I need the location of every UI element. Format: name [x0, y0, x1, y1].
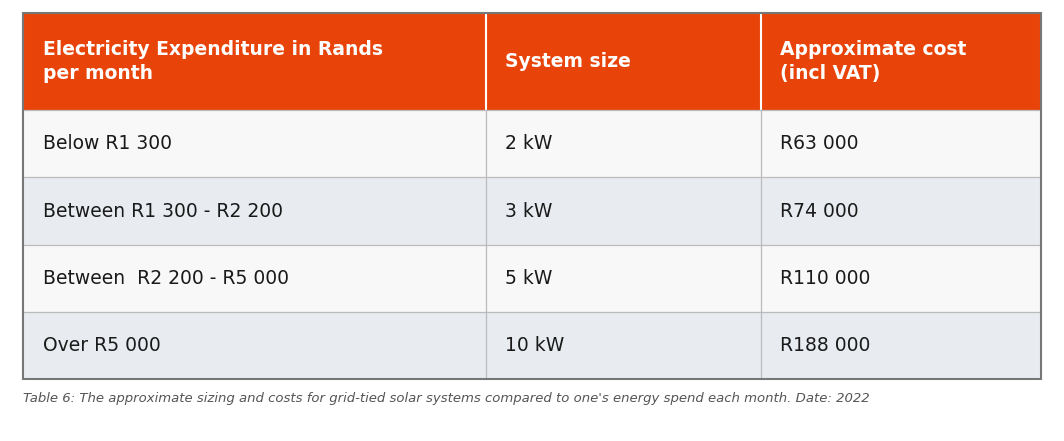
Bar: [23, 177, 1041, 245]
Text: 3 kW: 3 kW: [505, 202, 553, 220]
Text: R74 000: R74 000: [780, 202, 859, 220]
Text: Over R5 000: Over R5 000: [43, 336, 161, 355]
Text: R63 000: R63 000: [780, 135, 859, 153]
Text: Below R1 300: Below R1 300: [43, 135, 171, 153]
Text: Table 6: The approximate sizing and costs for grid-tied solar systems compared t: Table 6: The approximate sizing and cost…: [23, 392, 870, 405]
Text: Between  R2 200 - R5 000: Between R2 200 - R5 000: [43, 269, 288, 288]
Bar: [23, 312, 1041, 379]
Bar: [23, 13, 1041, 110]
Text: System size: System size: [505, 52, 631, 71]
Text: 5 kW: 5 kW: [505, 269, 553, 288]
Bar: [23, 13, 1041, 379]
Text: 2 kW: 2 kW: [505, 135, 553, 153]
Text: Approximate cost
(incl VAT): Approximate cost (incl VAT): [780, 40, 966, 83]
Bar: [23, 245, 1041, 312]
Text: R188 000: R188 000: [780, 336, 870, 355]
Text: Between R1 300 - R2 200: Between R1 300 - R2 200: [43, 202, 283, 220]
Text: R110 000: R110 000: [780, 269, 870, 288]
Bar: [23, 110, 1041, 177]
Text: Electricity Expenditure in Rands
per month: Electricity Expenditure in Rands per mon…: [43, 40, 383, 83]
Text: 10 kW: 10 kW: [505, 336, 565, 355]
